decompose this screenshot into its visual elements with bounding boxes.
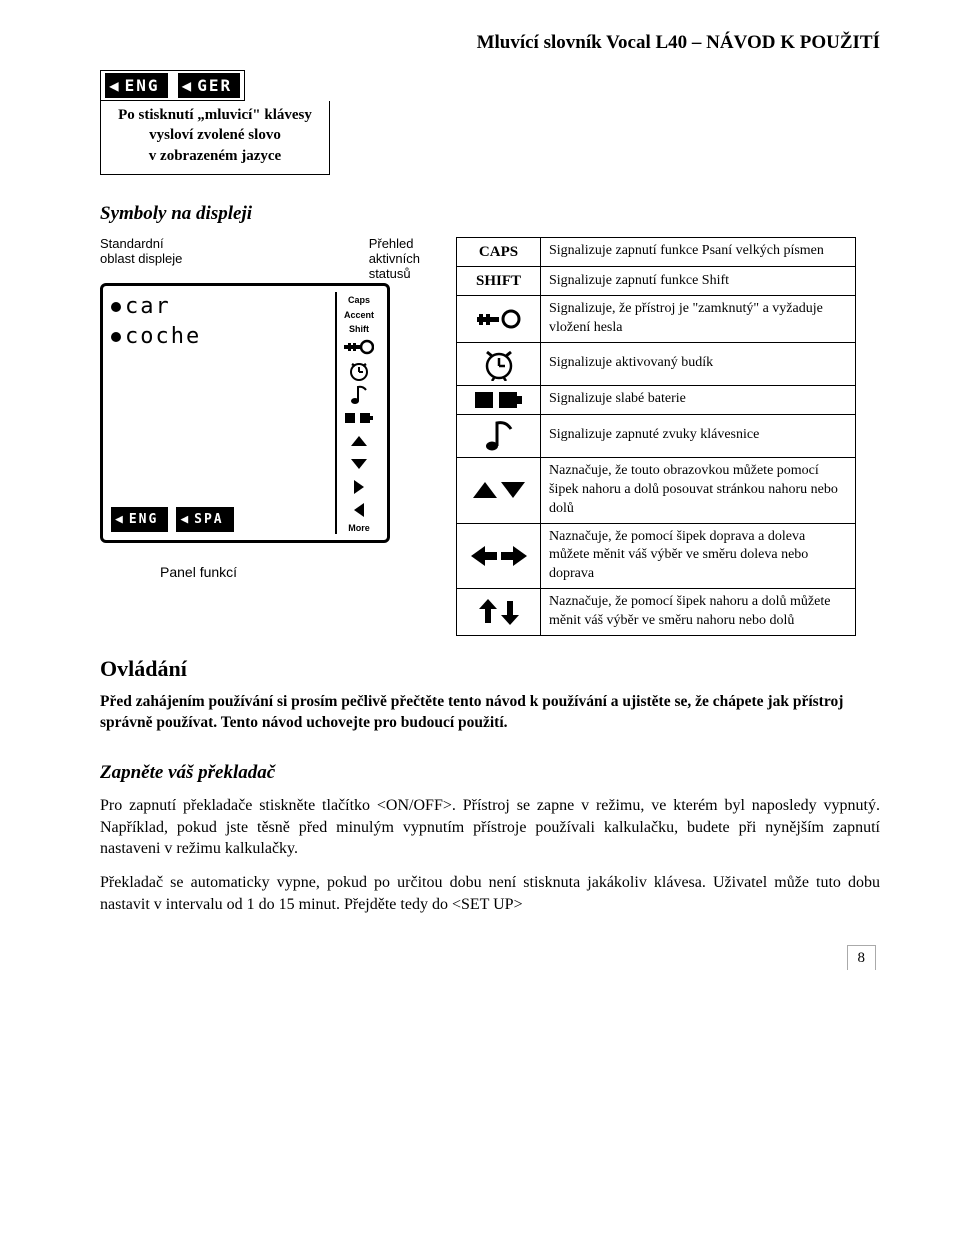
intro-paragraph: Před zahájením používání si prosím pečli… [100,692,880,734]
lang-eng-pill: ◀ENG [105,73,168,99]
body-paragraph-2: Překladač se automaticky vypne, pokud po… [100,872,880,915]
caption-line-1: Po stisknutí „mluvicí" klávesy [109,105,321,125]
table-row: Naznačuje, že pomocí šipek doprava a dol… [457,523,856,589]
page-number-value: 8 [847,945,877,970]
status-left-icon [337,499,381,520]
lang-left-label: ENG [129,511,158,529]
symbol-desc-cell: Signalizuje zapnuté zvuky klávesnice [541,414,856,457]
status-accent-label: Accent [344,309,374,321]
lang-right-label: SPA [194,511,223,529]
symbol-desc-cell: Signalizuje zapnutí funkce Shift [541,266,856,295]
symbol-desc-cell: Signalizuje zapnutí funkce Psaní velkých… [541,237,856,266]
status-column: Caps Accent Shift [335,292,381,534]
label-std-2: oblast displeje [100,252,182,267]
symbol-desc-cell: Naznačuje, že touto obrazovkou můžete po… [541,457,856,523]
table-row: Naznačuje, že touto obrazovkou můžete po… [457,457,856,523]
status-up-icon [337,431,381,452]
symbols-table: CAPSSignalizuje zapnutí funkce Psaní vel… [456,237,856,636]
device-diagram: Standardní oblast displeje Přehled aktiv… [100,237,420,583]
status-more-label: More [348,522,370,534]
symbol-icon-cell [457,385,541,414]
body-paragraph-1: Pro zapnutí překladače stiskněte tlačítk… [100,795,880,860]
panel-caption: Panel funkcí [160,563,420,582]
lang-bar: ◀ENG ◀SPA [111,507,234,533]
label-stat-3: statusů [369,267,420,282]
symbol-icon-cell [457,342,541,385]
status-shift-label: Shift [349,323,369,335]
status-caps-label: Caps [348,294,370,306]
caption-line-3: v zobrazeném jazyce [109,146,321,166]
label-standard-area: Standardní oblast displeje [100,237,182,282]
symbol-icon-cell [457,457,541,523]
status-key-icon [337,337,381,358]
status-down-icon [337,454,381,475]
symbol-icon-cell [457,414,541,457]
symbol-desc-cell: Signalizuje, že přístroj je "zamknutý" a… [541,296,856,343]
symbol-desc-cell: Signalizuje aktivovaný budík [541,342,856,385]
symbol-icon-cell [457,589,541,636]
lang-ger-pill: ◀GER [178,73,241,99]
engger-box: ◀ENG ◀GER [100,70,245,102]
table-row: Signalizuje zapnuté zvuky klávesnice [457,414,856,457]
symbol-icon-cell: SHIFT [457,266,541,295]
lang-spa-box: ◀SPA [176,507,233,533]
lang-eng-box: ◀ENG [111,507,168,533]
engger-block: ◀ENG ◀GER Po stisknutí „mluvicí" klávesy… [100,70,880,175]
label-stat-1: Přehled [369,237,420,252]
table-row: CAPSSignalizuje zapnutí funkce Psaní vel… [457,237,856,266]
symbol-icon-cell [457,296,541,343]
section-turn-on-title: Zapněte váš překladač [100,760,880,786]
bullet-icon [111,332,121,342]
bullet-icon [111,302,121,312]
table-row: Signalizuje, že přístroj je "zamknutý" a… [457,296,856,343]
symbol-desc-cell: Signalizuje slabé baterie [541,385,856,414]
label-status-overview: Přehled aktivních statusů [369,237,420,282]
table-row: SHIFTSignalizuje zapnutí funkce Shift [457,266,856,295]
status-clock-icon [337,360,381,382]
lang-ger-label: GER [197,75,232,97]
status-note-icon [337,384,381,406]
symbol-desc-cell: Naznačuje, že pomocí šipek nahoru a dolů… [541,589,856,636]
caption-line-2: vysloví zvolené slovo [109,125,321,145]
device-screen: car coche Caps Accent Shift [100,283,390,543]
table-row: Signalizuje aktivovaný budík [457,342,856,385]
section-symbols-title: Symboly na displeji [100,201,880,227]
label-stat-2: aktivních [369,252,420,267]
page-number: 8 [100,945,880,970]
screen-word-2: coche [125,322,201,352]
symbol-desc-cell: Naznačuje, že pomocí šipek doprava a dol… [541,523,856,589]
page-header: Mluvící slovník Vocal L40 – NÁVOD K POUŽ… [100,30,880,56]
status-right-icon [337,476,381,497]
caption-box: Po stisknutí „mluvicí" klávesy vysloví z… [100,101,330,175]
symbol-icon-cell [457,523,541,589]
table-row: Signalizuje slabé baterie [457,385,856,414]
section-control-title: Ovládání [100,654,880,684]
table-row: Naznačuje, že pomocí šipek nahoru a dolů… [457,589,856,636]
lang-eng-label: ENG [125,75,160,97]
screen-word-1: car [125,292,171,322]
symbol-icon-cell: CAPS [457,237,541,266]
status-battery-icon [337,408,381,429]
label-std-1: Standardní [100,237,182,252]
